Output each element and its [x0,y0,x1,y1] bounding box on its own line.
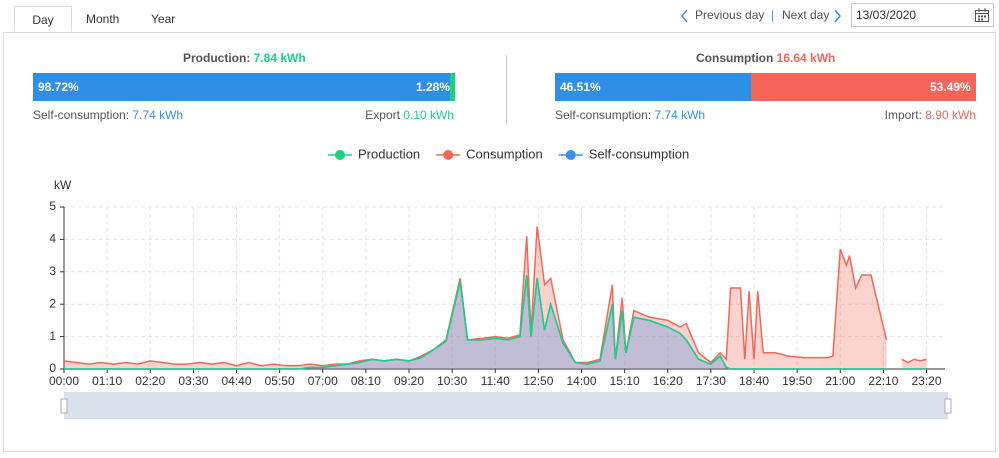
x-tick-label: 17:30 [696,374,726,388]
prev-arrow[interactable] [680,9,690,23]
bar-segment [555,73,751,101]
date: 13/03/2020 [856,8,917,22]
legend-label: Self-consumption [589,146,689,161]
bar-label: 98.72% [38,80,79,94]
x-tick-label: 10:30 [437,374,467,388]
area [64,226,939,369]
consumption-right: Import: 8.90 kWh [885,108,976,122]
tab-line [3,32,996,33]
legend-item[interactable]: Self-consumption [558,146,689,161]
label: Self-consumption: [33,108,130,122]
x-tick-label: 16:20 [653,374,683,388]
legend-marker [335,150,345,160]
next-day[interactable]: Next day [782,8,830,22]
bar-segment [750,73,976,101]
label: Import: [884,108,922,122]
previous-day[interactable]: Previous day [695,8,765,22]
production-bar [33,73,455,101]
x-tick-label: 01:10 [92,374,122,388]
tab[interactable]: Day [14,6,72,32]
x-tick-label: 11:40 [481,374,510,388]
x-tick-label: 22:10 [868,374,898,388]
production-right: Export 0.10 kWh [365,108,454,122]
bar-segment [449,73,455,101]
x-tick-label: 14:00 [566,374,596,388]
date-input[interactable]: 13/03/2020 [851,3,994,27]
y-tick-label: 3 [49,264,56,278]
zoom-slider[interactable] [64,392,948,419]
label: Production: [183,51,251,65]
x-tick-label: 00:00 [49,374,79,388]
label: Self-consumption: [555,108,652,122]
x-tick-label: 07:00 [308,374,338,388]
value: 16.64 kWh [776,51,836,65]
x-tick-label: 15:10 [610,374,640,388]
x-tick-label: 09:20 [394,374,424,388]
x-tick-label: 08:10 [351,374,381,388]
legend: Production Consumption Self-consumption [328,146,689,161]
consumption-bar [555,73,976,101]
separator: | [771,8,775,22]
legend-item[interactable]: Consumption [436,146,543,161]
value: 7.84 kWh [253,51,306,65]
label: Consumption [696,51,774,65]
legend-label: Consumption [466,146,543,161]
x-tick-label: 03:30 [178,374,208,388]
tab[interactable]: Year [151,12,176,26]
y-tick-label: 5 [49,199,56,213]
legend-marker [565,150,576,160]
x-tick-label: 18:40 [739,374,769,388]
legend-label: Production [358,146,420,161]
consumption-title: Consumption 16.64 kWh [696,51,835,65]
value: 7.74 kWh [654,108,706,122]
y-tick-label: 2 [49,296,56,310]
bar-label: 53.49% [930,80,971,94]
production-left: Self-consumption: 7.74 kWh [33,108,183,122]
bar-label: 1.28% [416,80,451,94]
x-tick-label: 05:50 [265,374,295,388]
next-arrow[interactable] [832,9,842,23]
x-tick-label: 21:00 [825,374,855,388]
chart: kW 0 1 2 3 4 5 00:00 01:10 02:20 03:30 04:40 05:50 0… [49,146,952,419]
x-tick-label: 23:20 [912,374,942,388]
calendar-icon[interactable] [974,7,990,23]
value: 0.10 kWh [403,108,454,122]
x-tick-label: 19:50 [782,374,812,388]
label: Export [365,108,400,122]
value: 8.90 kWh [925,108,976,122]
bar-segment [33,73,450,101]
y-axis-label: kW [54,178,72,192]
production-title: Production: 7.84 kWh [183,51,306,65]
consumption-left: Self-consumption: 7.74 kWh [555,108,705,122]
bar-label: 46.51% [560,80,601,94]
y-tick-label: 0 [49,361,56,375]
x-tick-label: 12:50 [523,374,553,388]
legend-marker [443,150,454,160]
frame [3,32,996,452]
y-tick-label: 4 [49,232,56,246]
legend-item[interactable]: Production [328,146,420,161]
area [64,275,939,369]
slider-handle[interactable] [60,398,68,414]
slider-handle[interactable] [944,398,952,414]
x-tick-label: 02:20 [135,374,165,388]
y-tick-label: 1 [49,329,56,343]
tab[interactable]: Month [86,12,120,26]
divider [506,55,507,125]
x-tick-label: 04:40 [221,374,251,388]
value: 7.74 kWh [132,108,184,122]
